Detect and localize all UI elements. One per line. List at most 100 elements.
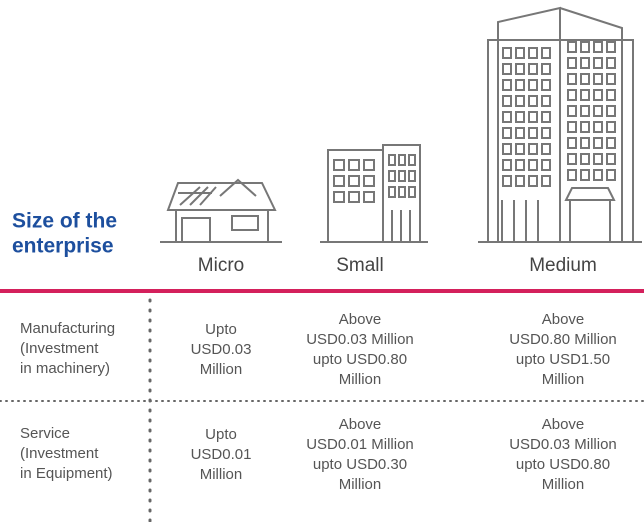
small-building-icon [320, 144, 428, 243]
cell-text: Million [542, 371, 585, 388]
window [388, 154, 396, 166]
window [541, 95, 551, 107]
window [580, 169, 590, 181]
window [567, 137, 577, 149]
window [528, 175, 538, 187]
window [363, 159, 375, 171]
window [606, 89, 616, 101]
medium-building-icon [478, 6, 642, 243]
window [580, 41, 590, 53]
window [333, 159, 345, 171]
cell-text: Million [200, 466, 243, 483]
column-label: Micro [198, 255, 244, 276]
window [348, 191, 360, 203]
cell-text: Above [339, 416, 382, 433]
window [593, 41, 603, 53]
window [515, 159, 525, 171]
window [363, 175, 375, 187]
cell-text: Above [542, 416, 585, 433]
row-label: Manufacturing [20, 320, 115, 337]
window [541, 127, 551, 139]
window [606, 137, 616, 149]
window [502, 63, 512, 75]
window [593, 169, 603, 181]
window [606, 153, 616, 165]
micro-house-icon [160, 178, 282, 243]
window [528, 47, 538, 59]
window [408, 170, 416, 182]
cell-text: Upto [205, 321, 237, 338]
window [606, 41, 616, 53]
window [515, 127, 525, 139]
column-label: Small [336, 255, 384, 276]
window [593, 137, 603, 149]
window [502, 127, 512, 139]
window [333, 191, 345, 203]
window [567, 73, 577, 85]
cell-text: USD0.03 Million [306, 331, 414, 348]
window [348, 159, 360, 171]
window [398, 154, 406, 166]
window [502, 47, 512, 59]
row-label: (Investment [20, 340, 99, 357]
title-line: Size of the [12, 210, 117, 233]
window [363, 191, 375, 203]
window [580, 73, 590, 85]
cell-text: USD0.03 [191, 341, 252, 358]
window [580, 121, 590, 133]
window [593, 153, 603, 165]
window [502, 111, 512, 123]
window [348, 175, 360, 187]
window [528, 111, 538, 123]
window [333, 175, 345, 187]
window [541, 159, 551, 171]
window [515, 47, 525, 59]
window [606, 57, 616, 69]
window [580, 89, 590, 101]
cell-text: Million [339, 371, 382, 388]
window [541, 175, 551, 187]
window [606, 105, 616, 117]
window [606, 169, 616, 181]
window [567, 57, 577, 69]
window [515, 95, 525, 107]
window [567, 169, 577, 181]
window [398, 170, 406, 182]
window [408, 154, 416, 166]
window [606, 121, 616, 133]
window [567, 121, 577, 133]
window [567, 41, 577, 53]
window [502, 175, 512, 187]
window [528, 127, 538, 139]
cell-text: upto USD0.80 [516, 456, 610, 473]
window [502, 79, 512, 91]
window [593, 57, 603, 69]
cell-text: Upto [205, 426, 237, 443]
window [567, 105, 577, 117]
window [502, 159, 512, 171]
window [567, 89, 577, 101]
window [541, 143, 551, 155]
cell-text: upto USD0.30 [313, 456, 407, 473]
window [593, 73, 603, 85]
window [515, 79, 525, 91]
cell-text: upto USD1.50 [516, 351, 610, 368]
window [388, 170, 396, 182]
window [606, 73, 616, 85]
window [515, 175, 525, 187]
window [502, 95, 512, 107]
window [528, 79, 538, 91]
window [541, 63, 551, 75]
window [388, 186, 396, 198]
window [593, 89, 603, 101]
window [502, 143, 512, 155]
column-label: Medium [529, 255, 597, 276]
title-line: enterprise [12, 235, 114, 258]
cell-text: USD0.01 [191, 446, 252, 463]
window [580, 137, 590, 149]
window [515, 111, 525, 123]
cell-text: upto USD0.80 [313, 351, 407, 368]
window [541, 111, 551, 123]
window [515, 63, 525, 75]
window [541, 47, 551, 59]
